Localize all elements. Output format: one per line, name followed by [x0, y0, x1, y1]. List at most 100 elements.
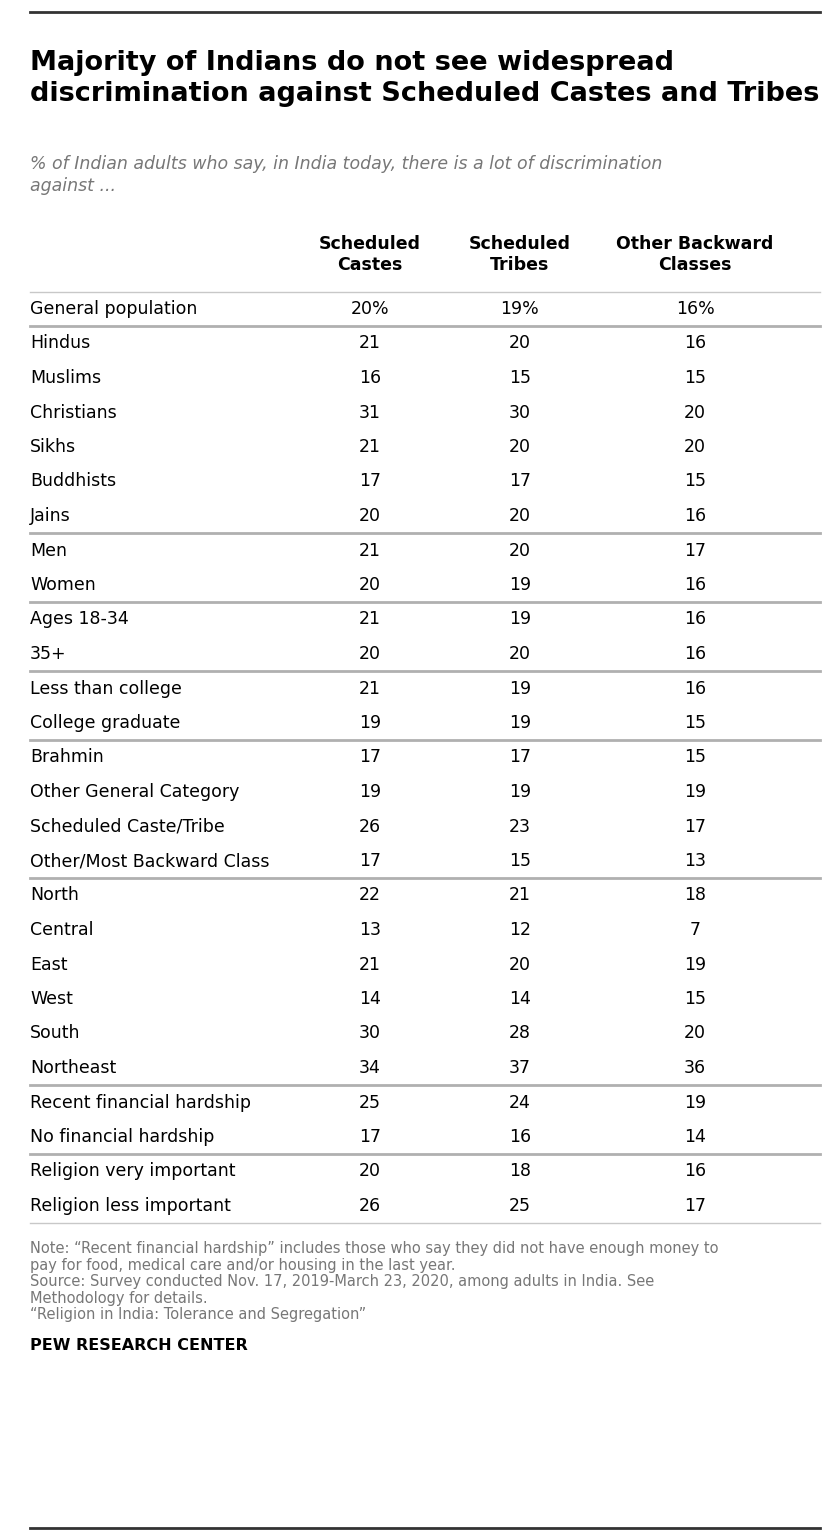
Text: 16: 16: [684, 1163, 706, 1181]
Text: 15: 15: [684, 748, 706, 767]
Text: 15: 15: [684, 473, 706, 491]
Text: Christians: Christians: [30, 403, 117, 422]
Text: 36: 36: [684, 1060, 706, 1076]
Text: 25: 25: [359, 1093, 381, 1112]
Text: 16: 16: [684, 645, 706, 664]
Text: 21: 21: [509, 887, 531, 904]
Text: Religion very important: Religion very important: [30, 1163, 235, 1181]
Text: 15: 15: [684, 715, 706, 732]
Text: 14: 14: [359, 990, 381, 1009]
Text: 20: 20: [684, 437, 706, 456]
Text: 20: 20: [509, 955, 531, 973]
Text: 17: 17: [684, 1197, 706, 1215]
Text: 20: 20: [684, 403, 706, 422]
Text: East: East: [30, 955, 67, 973]
Text: College graduate: College graduate: [30, 715, 181, 732]
Text: Less than college: Less than college: [30, 679, 182, 698]
Text: Note: “Recent financial hardship” includes those who say they did not have enoug: Note: “Recent financial hardship” includ…: [30, 1241, 718, 1257]
Text: 16: 16: [684, 576, 706, 594]
Text: West: West: [30, 990, 73, 1009]
Text: 15: 15: [509, 370, 531, 387]
Text: 19: 19: [509, 782, 531, 801]
Text: Women: Women: [30, 576, 96, 594]
Text: Other Backward
Classes: Other Backward Classes: [617, 236, 774, 274]
Text: 21: 21: [359, 679, 381, 698]
Text: 34: 34: [359, 1060, 381, 1076]
Text: 14: 14: [684, 1127, 706, 1146]
Text: 19: 19: [359, 782, 381, 801]
Text: 17: 17: [684, 818, 706, 836]
Text: 17: 17: [684, 542, 706, 559]
Text: 37: 37: [509, 1060, 531, 1076]
Text: Ages 18-34: Ages 18-34: [30, 610, 129, 628]
Text: 31: 31: [359, 403, 381, 422]
Text: 19: 19: [684, 955, 706, 973]
Text: 14: 14: [509, 990, 531, 1009]
Text: 20: 20: [509, 542, 531, 559]
Text: 15: 15: [509, 852, 531, 870]
Text: 7: 7: [690, 921, 701, 939]
Text: 17: 17: [509, 748, 531, 767]
Text: 21: 21: [359, 437, 381, 456]
Text: 20: 20: [509, 645, 531, 664]
Text: 19: 19: [509, 679, 531, 698]
Text: Scheduled
Castes: Scheduled Castes: [319, 236, 421, 274]
Text: 25: 25: [509, 1197, 531, 1215]
Text: 19: 19: [359, 715, 381, 732]
Text: % of Indian adults who say, in India today, there is a lot of discrimination
aga: % of Indian adults who say, in India tod…: [30, 156, 663, 196]
Text: Other/Most Backward Class: Other/Most Backward Class: [30, 852, 270, 870]
Text: 20: 20: [359, 645, 381, 664]
Text: 17: 17: [359, 748, 381, 767]
Text: 22: 22: [359, 887, 381, 904]
Text: 13: 13: [684, 852, 706, 870]
Text: 16: 16: [684, 679, 706, 698]
Text: 17: 17: [509, 473, 531, 491]
Text: 16%: 16%: [675, 300, 714, 317]
Text: Buddhists: Buddhists: [30, 473, 116, 491]
Text: 20: 20: [684, 1024, 706, 1043]
Text: Central: Central: [30, 921, 93, 939]
Text: 21: 21: [359, 334, 381, 353]
Text: 21: 21: [359, 955, 381, 973]
Text: 30: 30: [509, 403, 531, 422]
Text: “Religion in India: Tolerance and Segregation”: “Religion in India: Tolerance and Segreg…: [30, 1307, 366, 1323]
Text: Brahmin: Brahmin: [30, 748, 104, 767]
Text: 26: 26: [359, 1197, 381, 1215]
Text: 30: 30: [359, 1024, 381, 1043]
Text: 18: 18: [684, 887, 706, 904]
Text: 20: 20: [509, 507, 531, 525]
Text: Muslims: Muslims: [30, 370, 101, 387]
Text: 17: 17: [359, 473, 381, 491]
Text: 19%: 19%: [501, 300, 539, 317]
Text: 16: 16: [684, 507, 706, 525]
Text: Scheduled
Tribes: Scheduled Tribes: [469, 236, 571, 274]
Text: Northeast: Northeast: [30, 1060, 116, 1076]
Text: 20: 20: [359, 507, 381, 525]
Text: 19: 19: [509, 610, 531, 628]
Text: 28: 28: [509, 1024, 531, 1043]
Text: 23: 23: [509, 818, 531, 836]
Text: 19: 19: [509, 576, 531, 594]
Text: 17: 17: [359, 1127, 381, 1146]
Text: 21: 21: [359, 610, 381, 628]
Text: Methodology for details.: Methodology for details.: [30, 1291, 207, 1306]
Text: 20: 20: [359, 1163, 381, 1181]
Text: 15: 15: [684, 990, 706, 1009]
Text: 16: 16: [509, 1127, 531, 1146]
Text: 13: 13: [359, 921, 381, 939]
Text: 17: 17: [359, 852, 381, 870]
Text: pay for food, medical care and/or housing in the last year.: pay for food, medical care and/or housin…: [30, 1258, 455, 1272]
Text: No financial hardship: No financial hardship: [30, 1127, 214, 1146]
Text: Hindus: Hindus: [30, 334, 90, 353]
Text: 16: 16: [684, 334, 706, 353]
Text: 21: 21: [359, 542, 381, 559]
Text: Religion less important: Religion less important: [30, 1197, 231, 1215]
Text: 16: 16: [359, 370, 381, 387]
Text: Men: Men: [30, 542, 67, 559]
Text: General population: General population: [30, 300, 197, 317]
Text: 20%: 20%: [350, 300, 389, 317]
Text: 20: 20: [509, 334, 531, 353]
Text: Sikhs: Sikhs: [30, 437, 76, 456]
Text: 35+: 35+: [30, 645, 66, 664]
Text: South: South: [30, 1024, 81, 1043]
